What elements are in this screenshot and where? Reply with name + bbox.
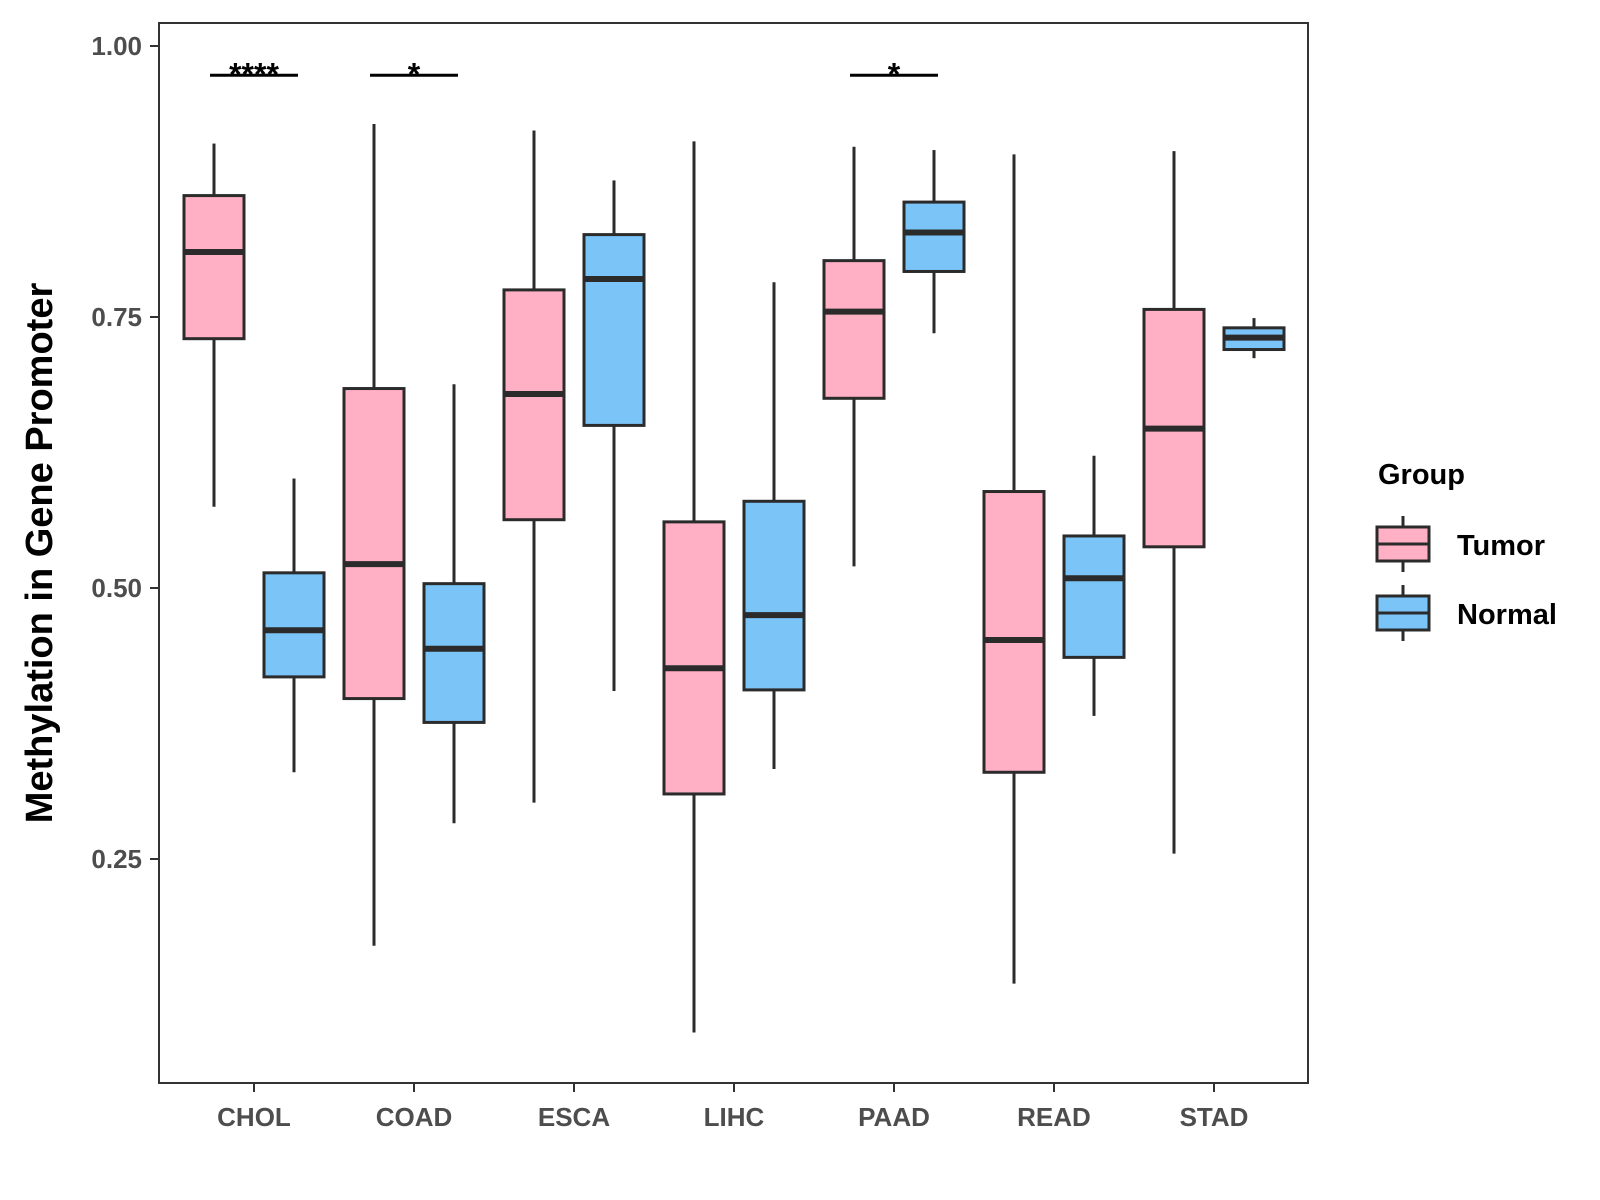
y-axis-title: Methylation in Gene Promoter [19, 283, 61, 824]
significance-label: * [888, 56, 901, 92]
legend: Group Tumor Normal [1375, 459, 1557, 641]
x-tick-label: PAAD [858, 1102, 930, 1132]
significance-annotations: **** * * [210, 56, 938, 92]
box-normal-stad [1222, 318, 1286, 359]
box-iqr [342, 387, 406, 701]
legend-label: Tumor [1457, 530, 1545, 562]
box-tumor-read [982, 154, 1046, 984]
y-tick-label: 0.50 [91, 573, 142, 603]
legend-label: Normal [1457, 599, 1557, 631]
box-tumor-chol [182, 143, 246, 507]
legend-item-normal: Normal [1375, 585, 1557, 641]
box-iqr [1062, 534, 1126, 659]
legend-title: Group [1378, 459, 1465, 491]
x-tick-label: STAD [1180, 1102, 1249, 1132]
significance-label: * [408, 56, 421, 92]
box-tumor-esca [502, 130, 566, 803]
box-iqr [822, 259, 886, 400]
x-tick-label: COAD [376, 1102, 453, 1132]
box-iqr [982, 490, 1046, 774]
y-tick-label: 0.25 [91, 844, 142, 874]
box-tumor-stad [1142, 151, 1206, 854]
y-tick-label: 1.00 [91, 31, 142, 61]
axes: 0.25 0.50 0.75 1.00 CHOL COAD ESCA LIHC PAAD READ… [91, 31, 1248, 1132]
x-tick-label: LIHC [704, 1102, 765, 1132]
box-iqr [502, 288, 566, 522]
box-iqr [902, 200, 966, 273]
box-iqr [662, 520, 726, 796]
x-tick-label: ESCA [538, 1102, 610, 1132]
box-tumor-paad [822, 146, 886, 567]
plot-panel [158, 22, 1309, 1084]
box-normal-coad [422, 384, 486, 824]
box-iqr [582, 233, 646, 427]
significance-label: **** [229, 56, 279, 92]
box-tumor-lihc [662, 141, 726, 1033]
legend-item-tumor: Tumor [1375, 516, 1545, 572]
box-iqr [422, 582, 486, 724]
y-tick-label: 0.75 [91, 302, 142, 332]
box-normal-esca [582, 180, 646, 691]
box-normal-read [1062, 455, 1126, 716]
boxes [182, 124, 1286, 1033]
box-normal-chol [262, 478, 326, 773]
box-iqr [262, 571, 326, 679]
box-normal-paad [902, 150, 966, 334]
x-tick-label: CHOL [217, 1102, 291, 1132]
box-tumor-coad [342, 124, 406, 946]
box-iqr [742, 499, 806, 692]
box-normal-lihc [742, 282, 806, 770]
box-iqr [182, 194, 246, 341]
x-tick-label: READ [1017, 1102, 1091, 1132]
